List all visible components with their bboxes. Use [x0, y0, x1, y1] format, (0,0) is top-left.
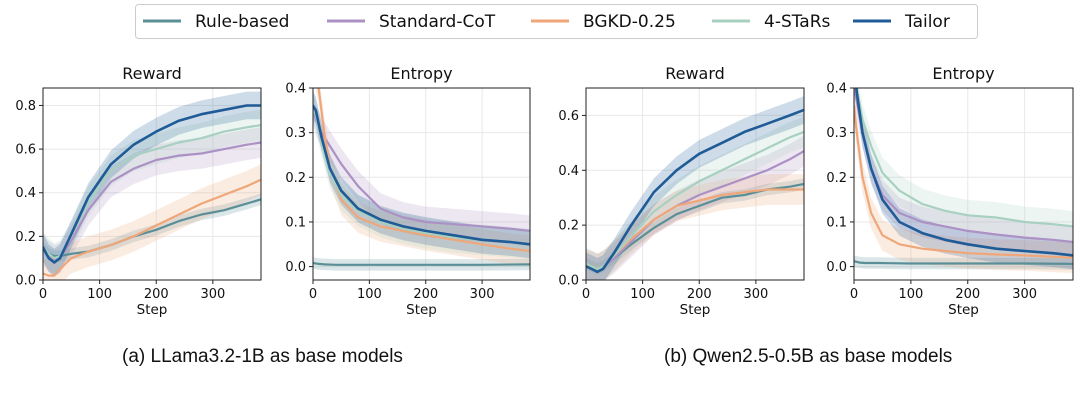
- series-line-bgkd-0.25: [854, 104, 1073, 259]
- legend-label-2: BGKD-0.25: [583, 12, 676, 32]
- series-group: [854, 88, 1073, 273]
- series-group: [586, 96, 804, 280]
- caption-left: (a) LLama3.2-1B as base models: [122, 346, 403, 367]
- band-4-stars: [854, 88, 1073, 242]
- band-4-stars: [313, 95, 530, 260]
- x-tick-label-3: 300: [200, 287, 225, 302]
- legend-label-1: Standard-CoT: [379, 12, 496, 32]
- panel-title: Entropy: [932, 64, 994, 83]
- series-group: [313, 88, 530, 271]
- y-tick-label-0: 0.0: [15, 274, 36, 289]
- series-line-tailor: [313, 104, 530, 246]
- series-line-bgkd-0.25: [317, 88, 530, 253]
- panel-0: 0 100 200 300 0.0 0.2 0.4 0.6 0.8 Reward Step: [15, 64, 262, 318]
- y-tick-label-1: 0.2: [15, 230, 36, 245]
- y-tick-label-1: 0.2: [558, 219, 579, 234]
- caption-right: (b) Qwen2.5-0.5B as base models: [664, 346, 953, 367]
- band-4-stars: [43, 109, 261, 274]
- series-line-4-stars: [855, 88, 1073, 228]
- panel-1: 0 100 200 300 0.0 0.1 0.2 0.3 0.4 Entropy Step: [285, 64, 531, 318]
- series-group: [43, 91, 261, 280]
- series-line-rule-based: [854, 260, 1073, 265]
- x-tick-label-1: 100: [87, 287, 112, 302]
- axes-frame: [42, 87, 262, 281]
- y-tick-label-2: 0.4: [558, 164, 579, 179]
- y-tick-label-0: 0.0: [558, 274, 579, 289]
- x-tick-label-2: 200: [144, 287, 169, 302]
- x-axis-label: Step: [406, 302, 437, 318]
- series-line-tailor: [43, 104, 261, 264]
- x-tick-label-0: 0: [39, 287, 47, 302]
- axes-frame: [853, 87, 1074, 281]
- x-tick-label-1: 100: [898, 287, 923, 302]
- y-tick-label-4: 0.4: [826, 82, 847, 97]
- legend-label-4: Tailor: [904, 12, 950, 32]
- y-tick-label-3: 0.3: [285, 126, 306, 141]
- x-tick-label-0: 0: [582, 287, 590, 302]
- y-tick-label-3: 0.3: [826, 126, 847, 141]
- x-tick-label-3: 300: [1012, 287, 1037, 302]
- x-tick-label-3: 300: [743, 287, 768, 302]
- y-tick-label-1: 0.1: [285, 215, 306, 230]
- axes-frame: [312, 87, 531, 281]
- panel-title: Entropy: [390, 64, 452, 83]
- x-tick-label-1: 100: [630, 287, 655, 302]
- y-tick-label-2: 0.2: [285, 171, 306, 186]
- band-standard-cot: [854, 88, 1073, 258]
- y-tick-label-3: 0.6: [15, 143, 36, 158]
- y-tick-label-4: 0.8: [15, 99, 36, 114]
- series-line-tailor: [855, 88, 1073, 257]
- band-standard-cot: [313, 90, 530, 247]
- series-line-rule-based: [313, 261, 530, 266]
- x-tick-label-1: 100: [357, 287, 382, 302]
- legend-label-3: 4-STaRs: [764, 12, 831, 32]
- axes-frame: [585, 87, 805, 281]
- chart-panels: 0 100 200 300 0.0 0.2 0.4 0.6 0.8 Reward Step 0 100 2…: [15, 64, 1074, 318]
- x-axis-label: Step: [948, 302, 979, 318]
- series-line-4-stars: [586, 130, 804, 271]
- x-tick-label-2: 200: [413, 287, 438, 302]
- panel-2: 0 100 200 300 0.0 0.2 0.4 0.6 Reward Step: [558, 64, 805, 318]
- panel-title: Reward: [122, 64, 182, 83]
- series-line-standard-cot: [43, 141, 261, 262]
- y-tick-label-0: 0.0: [826, 260, 847, 275]
- band-tailor: [586, 96, 804, 280]
- band-bgkd-0.25: [854, 90, 1073, 273]
- x-tick-label-0: 0: [850, 287, 858, 302]
- y-tick-label-3: 0.6: [558, 109, 579, 124]
- y-tick-label-1: 0.1: [826, 215, 847, 230]
- x-tick-label-2: 200: [955, 287, 980, 302]
- band-tailor: [854, 88, 1073, 270]
- x-tick-label-0: 0: [309, 287, 317, 302]
- legend: Rule-based Standard-CoT BGKD-0.25 4-STaRs Ta…: [135, 4, 978, 39]
- band-standard-cot: [43, 127, 261, 276]
- x-tick-label-2: 200: [687, 287, 712, 302]
- y-tick-label-2: 0.4: [15, 186, 36, 201]
- panel-3: 0 100 200 300 0.0 0.1 0.2 0.3 0.4 Entropy Step: [826, 64, 1074, 318]
- series-line-tailor: [586, 108, 804, 274]
- y-tick-label-4: 0.4: [285, 82, 306, 97]
- y-tick-label-2: 0.2: [826, 171, 847, 186]
- band-bgkd-0.25: [586, 174, 804, 280]
- panel-title: Reward: [665, 64, 725, 83]
- band-tailor: [43, 91, 261, 277]
- series-line-4-stars: [43, 123, 261, 260]
- x-axis-label: Step: [137, 302, 168, 318]
- series-line-bgkd-0.25: [43, 178, 261, 277]
- x-tick-label-3: 300: [470, 287, 495, 302]
- legend-label-0: Rule-based: [195, 12, 289, 32]
- band-bgkd-0.25: [43, 164, 261, 280]
- x-axis-label: Step: [680, 302, 711, 318]
- y-tick-label-0: 0.0: [285, 260, 306, 275]
